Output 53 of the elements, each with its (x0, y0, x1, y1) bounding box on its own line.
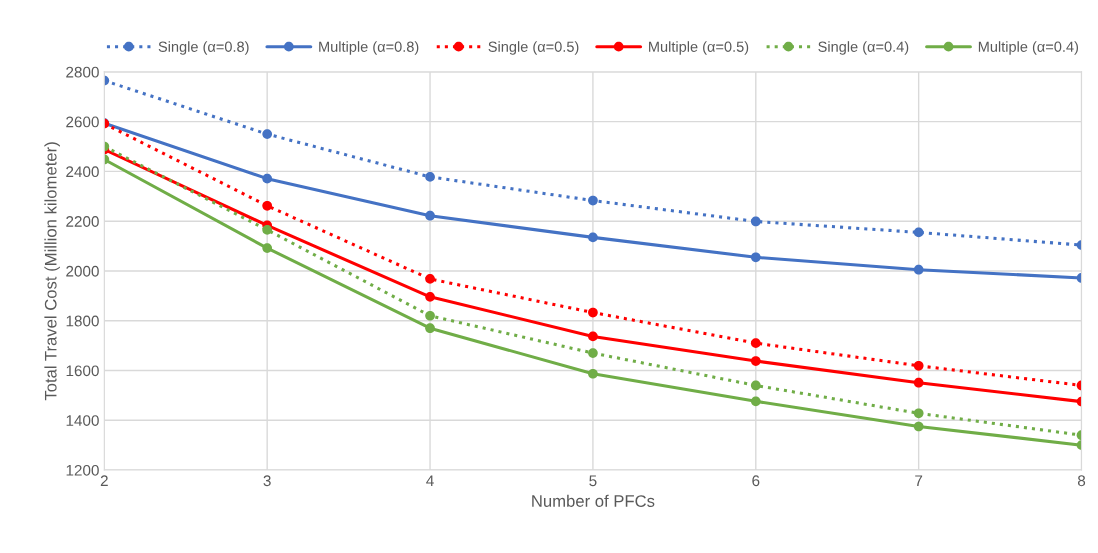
point (425, 310, 435, 321)
point (750, 380, 761, 391)
x-tick-label: 8 (1077, 475, 1086, 487)
point (425, 274, 435, 284)
y-tick-label: 2600 (66, 116, 99, 128)
y-tick-label: 2200 (66, 216, 99, 227)
point (588, 348, 598, 358)
point (750, 338, 761, 348)
y-axis-title: Total Travel Cost (Million kilometer) (44, 142, 60, 401)
x-tick-label: 7 (915, 475, 923, 486)
point (588, 368, 598, 379)
point (425, 210, 435, 221)
y-tick-label: 1200 (66, 464, 99, 476)
point (588, 331, 598, 342)
x-tick-label: 4 (426, 475, 434, 486)
y-tick-label: 1800 (66, 315, 99, 327)
legend-label: Multiple (α=0.8) (319, 41, 419, 55)
x-tick-label: 3 (263, 475, 271, 487)
legend-label: Multiple (α=0.5) (649, 41, 749, 55)
point (262, 200, 273, 211)
point (913, 408, 924, 419)
point (425, 172, 435, 182)
legend-label: Single (α=0.4) (818, 41, 909, 55)
x-tick-label: 2 (100, 475, 108, 486)
y-tick-label: 1400 (66, 415, 99, 426)
point (425, 323, 435, 334)
point (262, 243, 273, 253)
point (750, 396, 761, 407)
point (588, 195, 598, 206)
y-tick-label: 2800 (66, 66, 99, 78)
point (750, 252, 761, 263)
point (262, 129, 273, 139)
point (913, 421, 924, 432)
x-tick-label: 5 (589, 475, 597, 487)
y-tick-label: 2000 (66, 265, 99, 277)
point (913, 227, 924, 238)
y-tick-label: 2400 (66, 166, 99, 178)
point (588, 307, 598, 318)
point (588, 232, 598, 243)
point (750, 216, 761, 227)
point (913, 264, 924, 275)
point (913, 360, 924, 371)
point (425, 291, 435, 302)
x-axis-title: Number of PFCs (532, 494, 655, 507)
legend-label: Single (α=0.8) (158, 41, 249, 55)
point (750, 356, 761, 366)
legend-label: Single (α=0.5) (488, 41, 579, 55)
legend-label: Multiple (α=0.4) (978, 41, 1079, 55)
point (262, 173, 273, 184)
point (913, 377, 924, 388)
point (262, 225, 273, 235)
x-tick-label: 6 (752, 475, 760, 487)
y-tick-label: 1600 (66, 365, 99, 377)
